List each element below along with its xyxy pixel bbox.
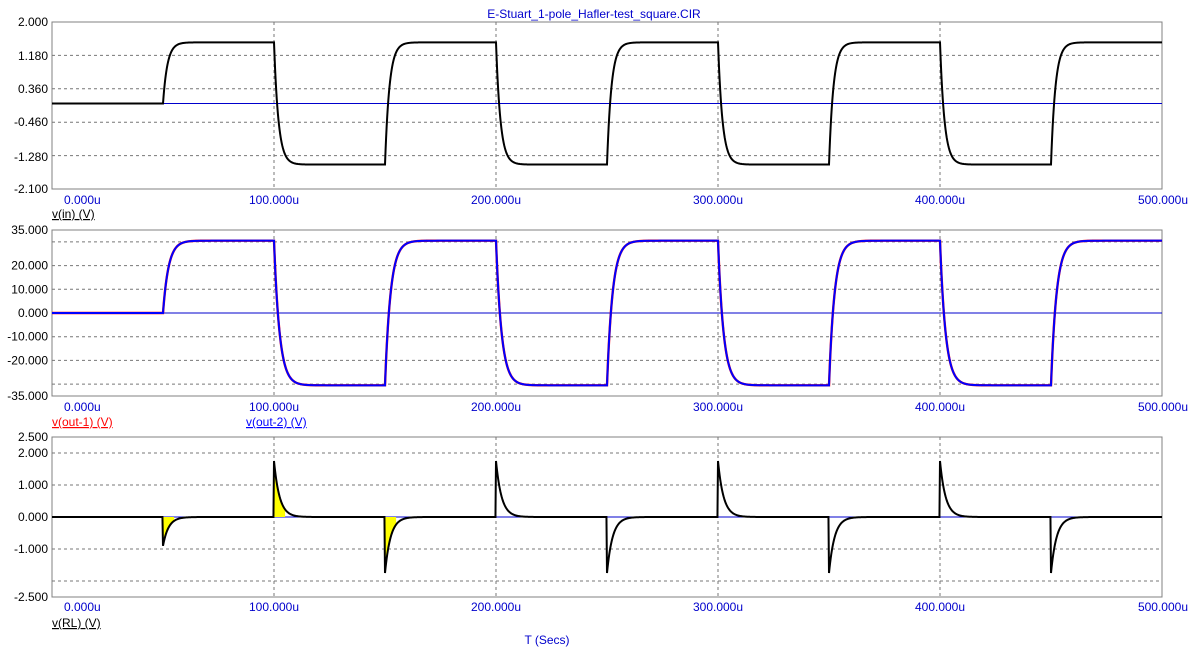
y-tick-label: 35.000	[11, 223, 48, 237]
y-tick-label: -2.500	[14, 590, 48, 604]
x-tick-label: 300.000u	[693, 600, 743, 614]
x-tick-label: 0.000u	[64, 193, 101, 207]
x-tick-label: 200.000u	[471, 400, 521, 414]
y-tick-label: 0.360	[18, 82, 48, 96]
series-line	[52, 460, 1162, 574]
x-axis-label: T (Secs)	[524, 633, 569, 647]
panel-1: 2.000 1.180 0.360 -0.460 -1.280 -2.100 0.000u 1…	[14, 15, 1188, 221]
panel-2: 35.000 20.000 10.000 0.000 -10.000 -20.000 -35…	[7, 223, 1188, 429]
x-tick-label: 100.000u	[249, 193, 299, 207]
x-tick-label: 300.000u	[693, 193, 743, 207]
x-tick-label: 500.000u	[1138, 193, 1188, 207]
y-tick-label: 1.180	[18, 49, 48, 63]
x-tick-label: 200.000u	[471, 600, 521, 614]
x-tick-label: 500.000u	[1138, 400, 1188, 414]
x-tick-label: 500.000u	[1138, 600, 1188, 614]
y-tick-label: -10.000	[7, 330, 48, 344]
legend-label: v(out-2) (V)	[246, 415, 307, 429]
x-tick-label: 0.000u	[64, 600, 101, 614]
y-tick-label: -35.000	[7, 389, 48, 403]
plot-frame	[51, 21, 1163, 190]
y-tick-label: 20.000	[11, 259, 48, 273]
y-tick-label: -1.000	[14, 542, 48, 556]
y-tick-label: -20.000	[7, 353, 48, 367]
series-line	[52, 239, 1162, 387]
x-tick-label: 100.000u	[249, 600, 299, 614]
y-tick-label: 2.000	[18, 15, 48, 29]
y-tick-label: 2.500	[18, 430, 48, 444]
panel-3: 2.500 2.000 1.000 0.000 -1.000 -2.500 0.000u 10…	[14, 430, 1188, 630]
shaded-area	[163, 517, 175, 546]
x-tick-label: 0.000u	[64, 400, 101, 414]
shaded-area	[274, 461, 286, 517]
shaded-area	[385, 517, 397, 573]
y-tick-label: 0.000	[18, 510, 48, 524]
y-tick-label: 10.000	[11, 282, 48, 296]
legend-label: v(out-1) (V)	[52, 415, 113, 429]
x-tick-label: 300.000u	[693, 400, 743, 414]
x-tick-label: 200.000u	[471, 193, 521, 207]
y-tick-label: -1.280	[14, 150, 48, 164]
y-tick-label: 1.000	[18, 478, 48, 492]
chart-title: E-Stuart_1-pole_Hafler-test_square.CIR	[487, 7, 701, 21]
x-tick-label: 400.000u	[915, 400, 965, 414]
x-tick-label: 100.000u	[249, 400, 299, 414]
series-line	[52, 41, 1162, 166]
y-tick-label: 0.000	[18, 306, 48, 320]
y-tick-label: -0.460	[14, 115, 48, 129]
legend-label: v(in) (V)	[52, 207, 95, 221]
x-tick-label: 400.000u	[915, 600, 965, 614]
legend-label: v(RL) (V)	[52, 616, 101, 630]
y-tick-label: 2.000	[18, 446, 48, 460]
x-tick-label: 400.000u	[915, 193, 965, 207]
y-tick-label: -2.100	[14, 182, 48, 196]
